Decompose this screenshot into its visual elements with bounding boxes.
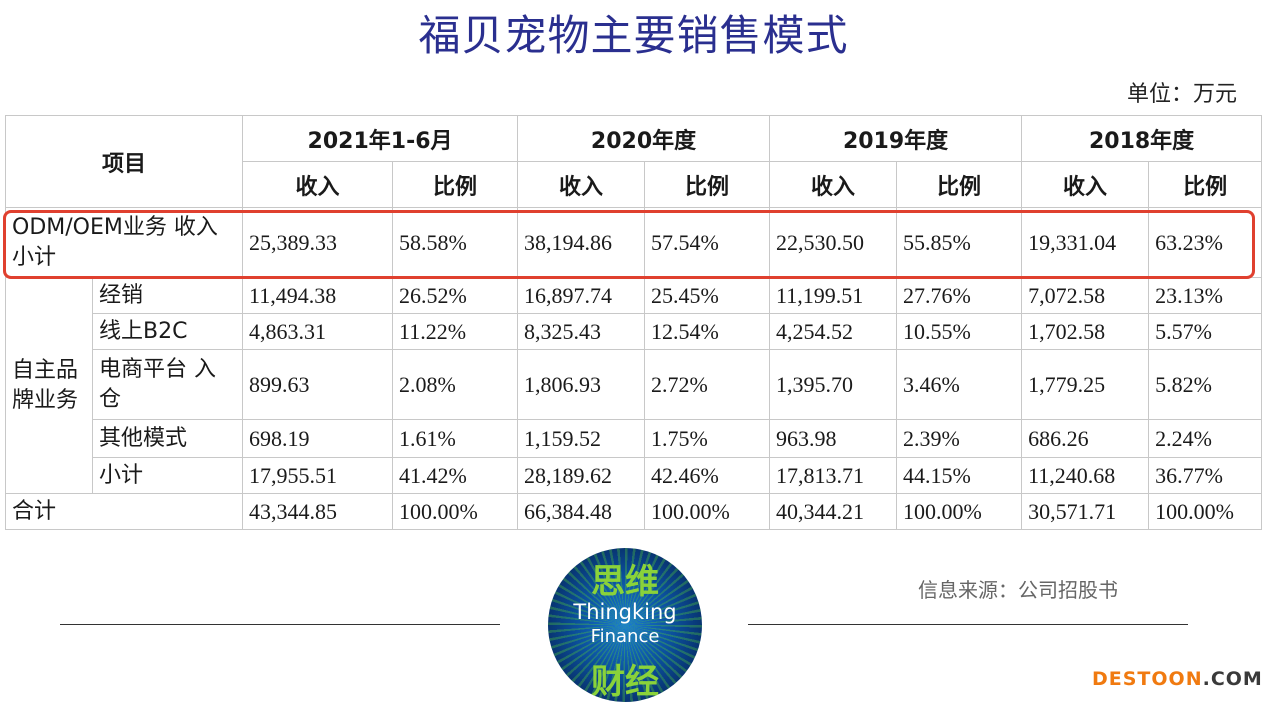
logo-en-line1: Thingking bbox=[573, 600, 677, 624]
table-cell: 11.22% bbox=[392, 313, 519, 350]
table-cell: 2.08% bbox=[392, 349, 519, 420]
table-cell: 4,863.31 bbox=[242, 313, 394, 350]
table-cell: 19,331.04 bbox=[1021, 207, 1150, 278]
table-row-odm: ODM/OEM业务 收入小计 25,389.33 58.58% 38,194.8… bbox=[4, 207, 1263, 278]
row-label: 经销 bbox=[91, 277, 244, 314]
table-cell: 8,325.43 bbox=[517, 313, 646, 350]
ratio-subheader: 比例 bbox=[1148, 161, 1263, 208]
table-row-subtotal: 小计 17,955.51 41.42% 28,189.62 42.46% 17,… bbox=[6, 457, 1263, 494]
table-cell: 36.77% bbox=[1148, 457, 1263, 494]
item-header: 项目 bbox=[4, 115, 244, 208]
table-cell: 17,955.51 bbox=[242, 457, 394, 494]
source-note: 信息来源：公司招股书 bbox=[918, 578, 1118, 602]
divider-left bbox=[60, 624, 500, 625]
table-cell: 7,072.58 bbox=[1021, 277, 1150, 314]
table-row: 电商平台 入仓 899.63 2.08% 1,806.93 2.72% 1,39… bbox=[6, 349, 1263, 420]
table-cell: 57.54% bbox=[644, 207, 771, 278]
table-cell: 44.15% bbox=[896, 457, 1023, 494]
table-cell: 5.82% bbox=[1148, 349, 1263, 420]
logo-rays bbox=[548, 548, 702, 702]
ratio-subheader: 比例 bbox=[644, 161, 771, 208]
table-cell: 27.76% bbox=[896, 277, 1023, 314]
row-label: ODM/OEM业务 收入小计 bbox=[4, 207, 244, 278]
table-cell: 100.00% bbox=[896, 493, 1023, 530]
table-row-total: 合计 43,344.85 100.00% 66,384.48 100.00% 4… bbox=[4, 493, 1263, 530]
table-cell: 26.52% bbox=[392, 277, 519, 314]
revenue-subheader: 收入 bbox=[1021, 161, 1150, 208]
watermark-part2: .COM bbox=[1202, 668, 1263, 690]
table-cell: 1,779.25 bbox=[1021, 349, 1150, 420]
group-label: 自主品牌业务 bbox=[5, 277, 93, 494]
table-cell: 1,806.93 bbox=[517, 349, 646, 420]
revenue-subheader: 收入 bbox=[242, 161, 394, 208]
table-cell: 41.42% bbox=[392, 457, 519, 494]
table-cell: 1,395.70 bbox=[769, 349, 898, 420]
row-label: 电商平台 入仓 bbox=[91, 349, 244, 420]
table-cell: 25.45% bbox=[644, 277, 771, 314]
table-cell: 1,702.58 bbox=[1021, 313, 1150, 350]
table-cell: 11,199.51 bbox=[769, 277, 898, 314]
table-cell: 698.19 bbox=[242, 419, 394, 458]
period-header: 2021年1-6月 bbox=[242, 115, 519, 162]
row-label: 线上B2C bbox=[91, 313, 244, 350]
table-row: 自主品牌业务 经销 11,494.38 26.52% 16,897.74 25.… bbox=[5, 277, 1263, 494]
table-cell: 63.23% bbox=[1148, 207, 1263, 278]
row-label: 其他模式 bbox=[91, 419, 244, 458]
row-label: 合计 bbox=[4, 493, 244, 530]
revenue-subheader: 收入 bbox=[769, 161, 898, 208]
table-row: 其他模式 698.19 1.61% 1,159.52 1.75% 963.98 … bbox=[6, 419, 1263, 458]
table-cell: 16,897.74 bbox=[517, 277, 646, 314]
page-title: 福贝宠物主要销售模式 bbox=[418, 11, 849, 60]
table-cell: 38,194.86 bbox=[517, 207, 646, 278]
table-cell: 58.58% bbox=[392, 207, 519, 278]
table-cell: 100.00% bbox=[392, 493, 519, 530]
logo-en-line2: Finance bbox=[590, 626, 660, 647]
table-cell: 2.39% bbox=[896, 419, 1023, 458]
period-header: 2018年度 bbox=[1021, 115, 1263, 162]
watermark-part1: DESTOON bbox=[1092, 668, 1203, 690]
ratio-subheader: 比例 bbox=[896, 161, 1023, 208]
table-cell: 686.26 bbox=[1021, 419, 1150, 458]
table-cell: 55.85% bbox=[896, 207, 1023, 278]
table-cell: 30,571.71 bbox=[1021, 493, 1150, 530]
revenue-subheader: 收入 bbox=[517, 161, 646, 208]
table-cell: 5.57% bbox=[1148, 313, 1263, 350]
table-cell: 2.24% bbox=[1148, 419, 1263, 458]
table-cell: 12.54% bbox=[644, 313, 771, 350]
table-cell: 2.72% bbox=[644, 349, 771, 420]
table-cell: 1.61% bbox=[392, 419, 519, 458]
table-cell: 4,254.52 bbox=[769, 313, 898, 350]
table-cell: 10.55% bbox=[896, 313, 1023, 350]
thingking-finance-logo: 思维 Thingking Finance 财经 bbox=[548, 548, 702, 702]
table-cell: 963.98 bbox=[769, 419, 898, 458]
logo-cn-top: 思维 bbox=[591, 562, 659, 602]
table-row: 线上B2C 4,863.31 11.22% 8,325.43 12.54% 4,… bbox=[6, 313, 1263, 350]
table-cell: 1,159.52 bbox=[517, 419, 646, 458]
table-cell: 100.00% bbox=[1148, 493, 1263, 530]
table-cell: 899.63 bbox=[242, 349, 394, 420]
table-cell: 42.46% bbox=[644, 457, 771, 494]
table-cell: 28,189.62 bbox=[517, 457, 646, 494]
divider-right bbox=[748, 624, 1188, 625]
table-cell: 66,384.48 bbox=[517, 493, 646, 530]
table-cell: 43,344.85 bbox=[242, 493, 394, 530]
table-cell: 40,344.21 bbox=[769, 493, 898, 530]
unit-label: 单位：万元 bbox=[1126, 82, 1237, 107]
period-header: 2020年度 bbox=[517, 115, 771, 162]
sales-mode-table: 项目 2021年1-6月 2020年度 2019年度 2018年度 收入 比例 … bbox=[4, 115, 1263, 530]
watermark: DESTOON.COM bbox=[1092, 668, 1263, 690]
table-cell: 11,494.38 bbox=[242, 277, 394, 314]
table-cell: 23.13% bbox=[1148, 277, 1263, 314]
table-cell: 22,530.50 bbox=[769, 207, 898, 278]
table-cell: 100.00% bbox=[644, 493, 771, 530]
period-header: 2019年度 bbox=[769, 115, 1023, 162]
ratio-subheader: 比例 bbox=[392, 161, 519, 208]
table-cell: 1.75% bbox=[644, 419, 771, 458]
table-cell: 11,240.68 bbox=[1021, 457, 1150, 494]
row-label: 小计 bbox=[91, 457, 244, 494]
table-cell: 25,389.33 bbox=[242, 207, 394, 278]
table-cell: 3.46% bbox=[896, 349, 1023, 420]
table-cell: 17,813.71 bbox=[769, 457, 898, 494]
logo-cn-bottom: 财经 bbox=[591, 662, 659, 702]
